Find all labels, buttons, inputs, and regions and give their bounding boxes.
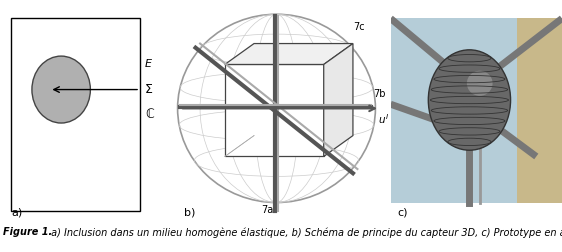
Text: a) Inclusion dans un milieu homogène élastique, b) Schéma de principe du capteur: a) Inclusion dans un milieu homogène éla… — [48, 227, 562, 238]
Polygon shape — [225, 65, 324, 156]
Text: a): a) — [11, 207, 22, 217]
Text: 7b: 7b — [373, 89, 386, 99]
Text: E: E — [145, 59, 152, 70]
Text: c): c) — [397, 207, 408, 217]
Ellipse shape — [428, 50, 510, 150]
Ellipse shape — [467, 71, 492, 96]
Text: $u^{I}$: $u^{I}$ — [378, 112, 389, 126]
Text: ℂ: ℂ — [145, 108, 154, 121]
Bar — [11, 18, 140, 211]
Ellipse shape — [32, 56, 90, 123]
Text: Σ: Σ — [145, 83, 153, 96]
Text: 7a: 7a — [261, 205, 274, 215]
Text: Figure 1.: Figure 1. — [3, 227, 52, 237]
Text: b): b) — [184, 207, 196, 217]
Polygon shape — [225, 44, 353, 65]
Polygon shape — [324, 44, 353, 156]
Bar — [391, 18, 562, 203]
Bar — [518, 18, 562, 203]
Ellipse shape — [178, 14, 375, 203]
Text: 7c: 7c — [353, 22, 365, 32]
